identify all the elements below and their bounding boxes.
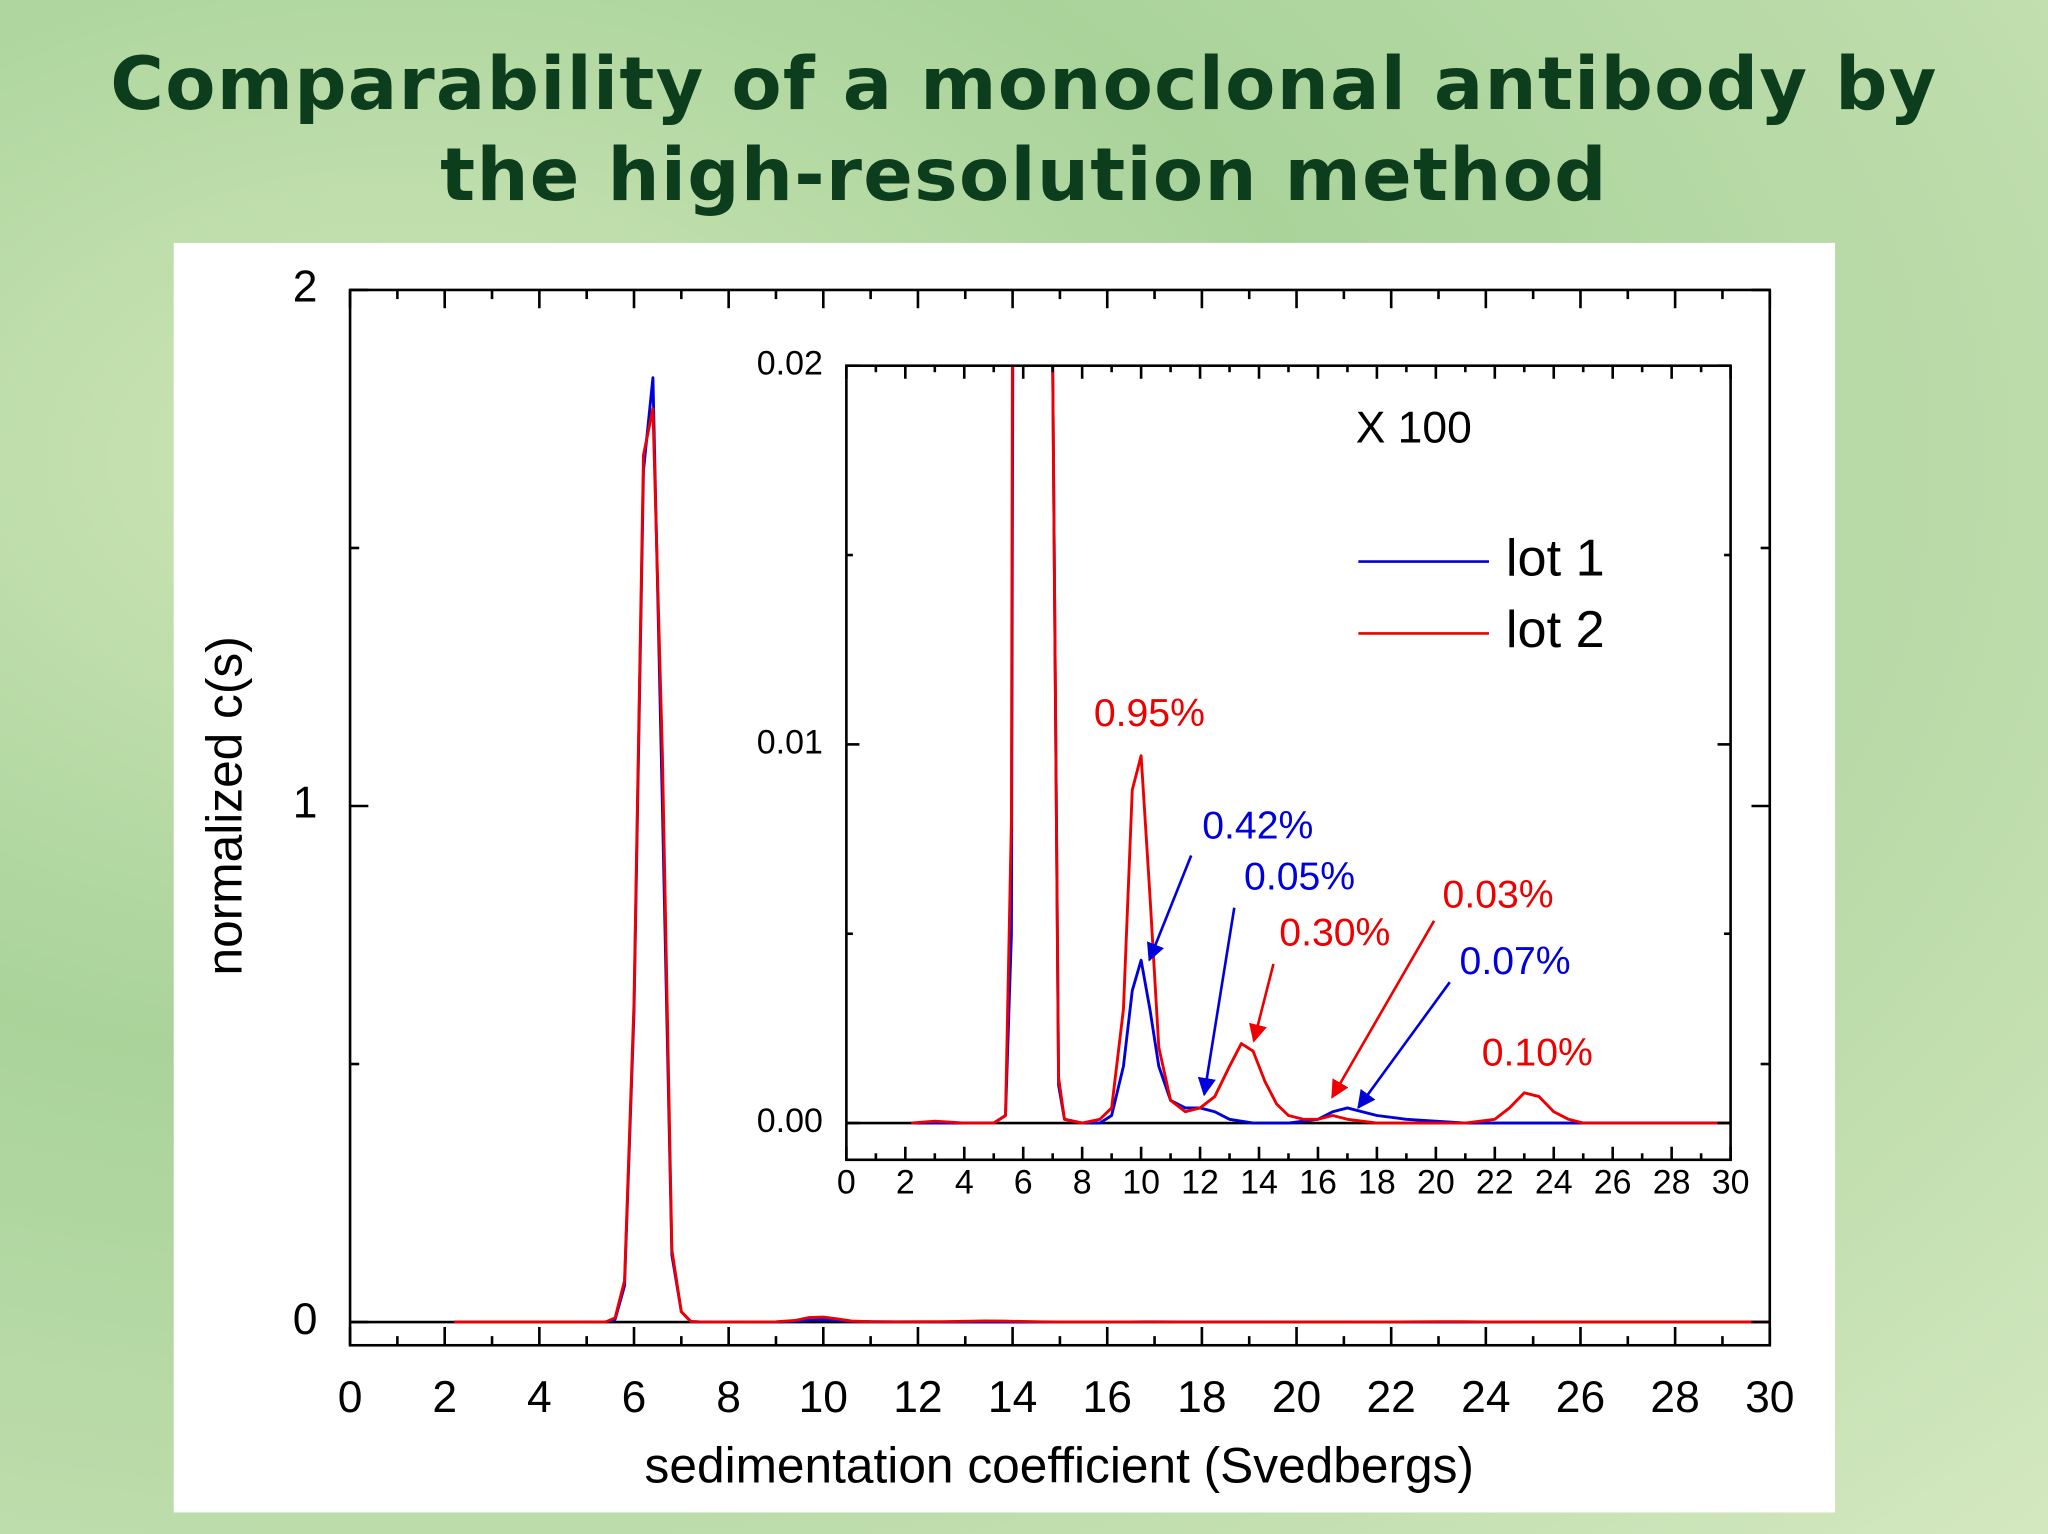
x-tick-label: 10 xyxy=(799,1373,848,1422)
peak-label: 0.10% xyxy=(1482,1032,1593,1075)
x-tick-label: 8 xyxy=(1073,1164,1092,1202)
title-line: Comparability of a monoclonal antibody b… xyxy=(110,42,1937,127)
inset-annotation: X 100 xyxy=(1356,404,1472,453)
y-tick-label: 0 xyxy=(293,1295,318,1344)
series-line xyxy=(911,365,1731,1125)
x-tick-label: 14 xyxy=(1240,1164,1278,1202)
peak-arrow xyxy=(1331,920,1436,1099)
x-tick-label: 6 xyxy=(622,1373,647,1422)
legend-label: lot 1 xyxy=(1506,529,1605,587)
x-tick-label: 0 xyxy=(837,1164,856,1202)
plot-area xyxy=(911,365,1731,1125)
x-tick-label: 12 xyxy=(893,1373,942,1422)
y-tick-label: 1 xyxy=(293,779,318,828)
x-tick-label: 24 xyxy=(1461,1373,1510,1422)
x-tick-label: 30 xyxy=(1745,1373,1794,1422)
y-tick-label: 2 xyxy=(293,263,318,312)
y-tick-label: 0.01 xyxy=(757,723,823,761)
peak-arrow xyxy=(1197,907,1236,1097)
series-line xyxy=(911,365,1731,1125)
peak-arrow xyxy=(1147,855,1193,962)
x-tick-label: 22 xyxy=(1366,1373,1415,1422)
x-axis-label: sedimentation coefficient (Svedbergs) xyxy=(645,1437,1474,1493)
peak-label: 0.30% xyxy=(1279,912,1390,955)
x-tick-label: 10 xyxy=(1122,1164,1160,1202)
x-tick-label: 30 xyxy=(1712,1164,1750,1202)
x-tick-label: 4 xyxy=(955,1164,974,1202)
x-tick-label: 20 xyxy=(1272,1373,1321,1422)
x-tick-label: 26 xyxy=(1556,1373,1605,1422)
plot-area xyxy=(454,376,1770,1324)
chart-panel xyxy=(173,242,1836,1513)
x-tick-label: 24 xyxy=(1535,1164,1573,1202)
x-tick-label: 26 xyxy=(1594,1164,1632,1202)
x-tick-label: 22 xyxy=(1476,1164,1514,1202)
x-tick-label: 2 xyxy=(896,1164,915,1202)
x-tick-label: 6 xyxy=(1014,1164,1033,1202)
peak-arrow xyxy=(1357,981,1451,1110)
peak-arrow xyxy=(1249,963,1275,1043)
x-tick-label: 18 xyxy=(1177,1373,1226,1422)
x-tick-label: 8 xyxy=(716,1373,741,1422)
series-line xyxy=(454,407,1770,1324)
peak-label: 0.07% xyxy=(1460,940,1571,983)
x-tick-label: 16 xyxy=(1299,1164,1337,1202)
title-line: the high-resolution method xyxy=(440,133,1608,218)
x-tick-label: 18 xyxy=(1358,1164,1396,1202)
y-tick-label: 0.02 xyxy=(757,345,823,383)
x-tick-label: 16 xyxy=(1083,1373,1132,1422)
x-tick-label: 28 xyxy=(1653,1164,1691,1202)
x-tick-label: 20 xyxy=(1417,1164,1455,1202)
peak-label: 0.03% xyxy=(1443,874,1554,917)
peak-label: 0.95% xyxy=(1094,692,1205,735)
peak-label: 0.42% xyxy=(1202,804,1313,847)
peak-label: 0.05% xyxy=(1244,855,1355,898)
x-tick-label: 28 xyxy=(1650,1373,1699,1422)
x-tick-label: 4 xyxy=(527,1373,552,1422)
x-tick-label: 12 xyxy=(1181,1164,1219,1202)
legend-label: lot 2 xyxy=(1506,601,1605,659)
y-axis-label: normalized c(s) xyxy=(197,636,253,975)
x-tick-label: 2 xyxy=(432,1373,457,1422)
x-tick-label: 0 xyxy=(338,1373,363,1422)
y-tick-label: 0.00 xyxy=(757,1102,823,1140)
x-tick-label: 14 xyxy=(988,1373,1037,1422)
